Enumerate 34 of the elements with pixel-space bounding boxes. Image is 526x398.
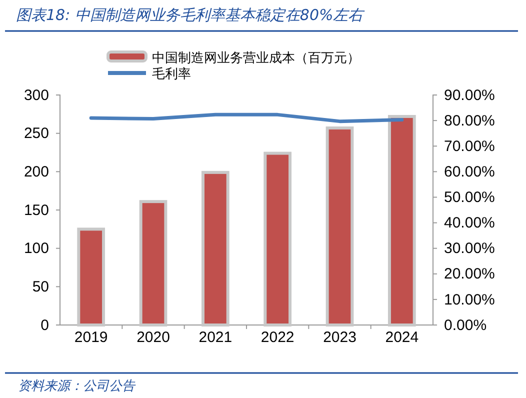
line-series [89,112,404,124]
y-tick-label: 100 [24,240,49,258]
bar [326,126,354,326]
x-tick-label: 2021 [198,329,232,346]
y-tick-label: 250 [24,125,49,142]
y2-tick-label: 40.00% [444,214,495,232]
y-tick-label: 300 [24,86,49,104]
y-tick-label: 50 [32,278,49,296]
x-tick-label: 2022 [260,329,294,346]
x-tick-label: 2019 [74,329,108,346]
y-tick-label: 200 [24,163,49,180]
bar [264,152,292,326]
chart-title: 图表18: 中国制造网业务毛利率基本稳定在80%左右 [16,6,366,24]
x-tick-label: 2024 [385,329,419,346]
y2-tick-label: 50.00% [444,189,495,206]
y2-tick-label: 60.00% [444,163,495,180]
bar [201,170,230,326]
y2-tick-label: 0.00% [444,316,487,334]
x-tick-label: 2023 [323,329,356,346]
bar [77,228,106,326]
y2-tick-label: 90.00% [444,86,495,104]
y2-tick-label: 20.00% [444,266,495,283]
bar [388,114,416,326]
y2-tick-label: 10.00% [444,291,495,308]
y2-tick-label: 80.00% [444,112,495,130]
bar [139,200,168,326]
text: 资料来源：公司公告 [18,379,136,394]
y2-tick-label: 70.00% [444,138,495,155]
legend-label: 毛利率 [152,66,191,82]
x-tick-label: 2020 [136,329,170,346]
legend-label: 中国制造网业务营业成本（百万元） [152,51,360,66]
y2-tick-label: 30.00% [444,240,495,258]
y-tick-label: 0 [40,316,49,334]
y-tick-label: 150 [24,202,49,219]
